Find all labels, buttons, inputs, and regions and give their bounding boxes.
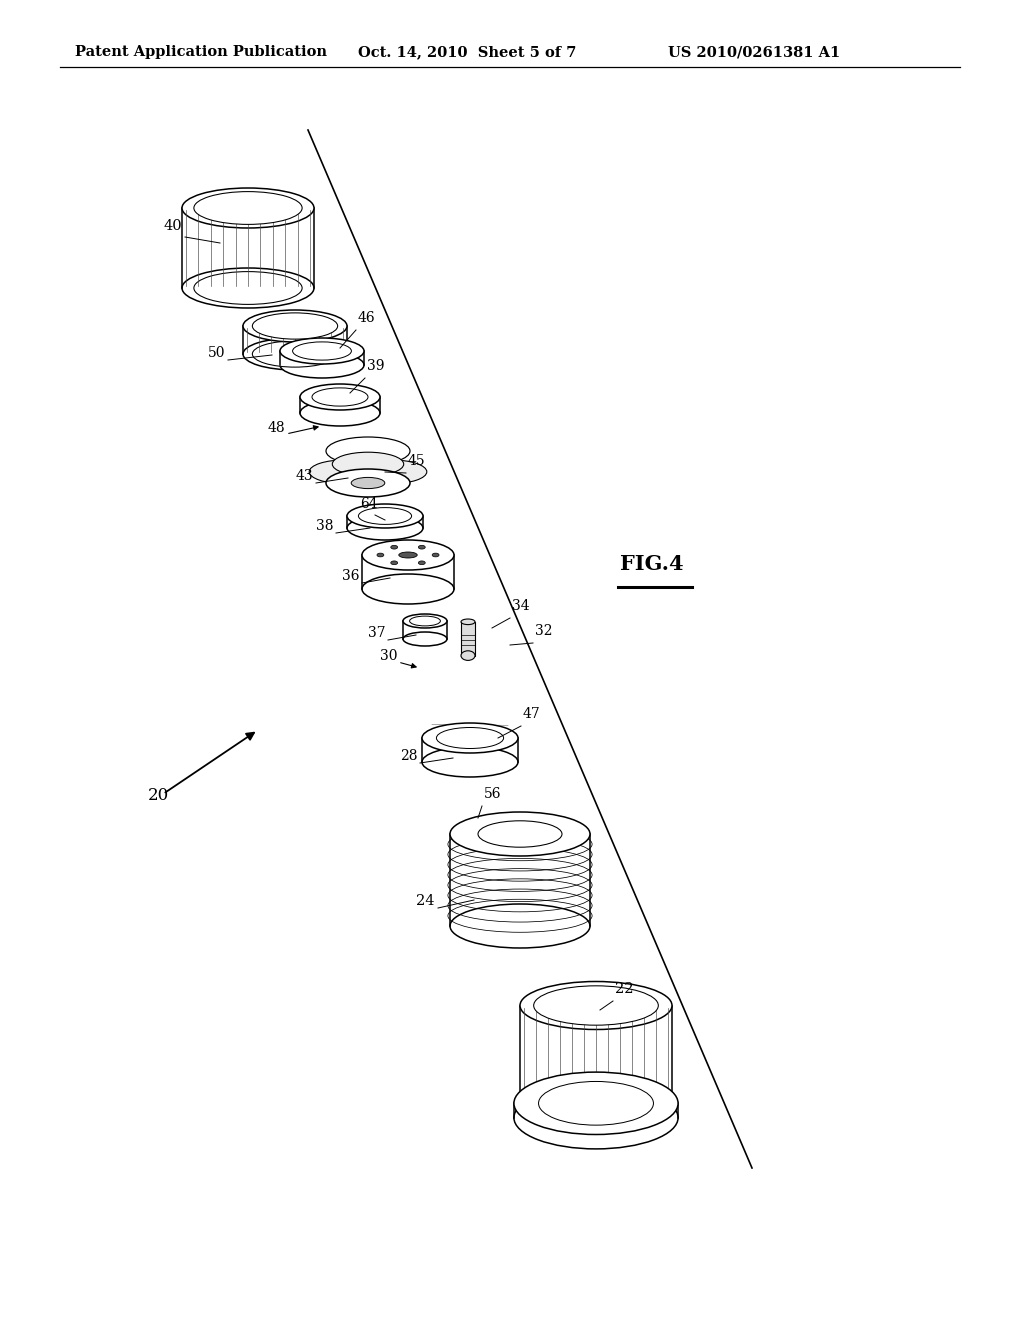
Ellipse shape	[450, 904, 590, 948]
Text: 37: 37	[368, 626, 386, 640]
Ellipse shape	[403, 632, 447, 645]
Text: 47: 47	[523, 708, 541, 721]
Polygon shape	[243, 326, 347, 354]
Text: 32: 32	[535, 624, 553, 638]
Ellipse shape	[514, 1072, 678, 1134]
Text: 36: 36	[342, 569, 359, 583]
Ellipse shape	[312, 388, 368, 407]
Ellipse shape	[358, 508, 412, 524]
Ellipse shape	[450, 812, 590, 855]
Text: 20: 20	[148, 787, 169, 804]
Ellipse shape	[293, 342, 351, 360]
Polygon shape	[280, 351, 364, 366]
Polygon shape	[300, 397, 380, 413]
Ellipse shape	[398, 552, 417, 558]
Text: 45: 45	[408, 454, 426, 469]
Text: 46: 46	[358, 312, 376, 325]
Ellipse shape	[514, 1086, 678, 1148]
Ellipse shape	[436, 727, 504, 748]
Ellipse shape	[419, 561, 425, 565]
Polygon shape	[422, 738, 518, 762]
Ellipse shape	[182, 187, 314, 228]
Ellipse shape	[539, 1081, 653, 1125]
Ellipse shape	[280, 338, 364, 364]
Polygon shape	[450, 834, 590, 927]
Ellipse shape	[478, 821, 562, 847]
Polygon shape	[182, 209, 314, 288]
Ellipse shape	[252, 313, 338, 339]
Ellipse shape	[410, 616, 440, 626]
Polygon shape	[403, 620, 447, 639]
Ellipse shape	[391, 561, 397, 565]
Text: 26: 26	[548, 1117, 565, 1131]
Polygon shape	[461, 622, 475, 656]
Polygon shape	[520, 1006, 672, 1110]
Ellipse shape	[182, 268, 314, 308]
Ellipse shape	[534, 986, 658, 1026]
Ellipse shape	[391, 545, 397, 549]
Text: 39: 39	[367, 359, 384, 374]
Text: Oct. 14, 2010  Sheet 5 of 7: Oct. 14, 2010 Sheet 5 of 7	[358, 45, 577, 59]
Ellipse shape	[243, 338, 347, 370]
Ellipse shape	[461, 651, 475, 660]
Polygon shape	[362, 554, 454, 589]
Ellipse shape	[351, 478, 385, 488]
Text: 50: 50	[208, 346, 225, 360]
Ellipse shape	[252, 341, 338, 367]
Text: 38: 38	[316, 519, 334, 533]
Text: US 2010/0261381 A1: US 2010/0261381 A1	[668, 45, 841, 59]
Text: 24: 24	[416, 894, 434, 908]
Ellipse shape	[520, 1086, 672, 1134]
Ellipse shape	[419, 545, 425, 549]
Ellipse shape	[432, 553, 439, 557]
Text: Patent Application Publication: Patent Application Publication	[75, 45, 327, 59]
Text: 30: 30	[380, 649, 397, 663]
Polygon shape	[514, 1104, 678, 1118]
Ellipse shape	[280, 352, 364, 378]
Text: 40: 40	[163, 219, 181, 234]
Text: 43: 43	[296, 469, 313, 483]
Text: 22: 22	[615, 982, 634, 997]
Polygon shape	[347, 516, 423, 528]
Ellipse shape	[300, 384, 380, 411]
Ellipse shape	[377, 553, 384, 557]
Ellipse shape	[333, 467, 403, 491]
Ellipse shape	[347, 504, 423, 528]
Ellipse shape	[534, 1090, 658, 1130]
Ellipse shape	[309, 459, 381, 483]
Ellipse shape	[300, 400, 380, 426]
Text: 48: 48	[268, 421, 286, 436]
Ellipse shape	[422, 747, 518, 777]
Ellipse shape	[347, 516, 423, 540]
Ellipse shape	[520, 982, 672, 1030]
Ellipse shape	[326, 437, 410, 465]
Ellipse shape	[362, 540, 454, 570]
Ellipse shape	[194, 191, 302, 224]
Text: 64: 64	[360, 498, 378, 511]
Ellipse shape	[362, 574, 454, 605]
Ellipse shape	[243, 310, 347, 342]
Ellipse shape	[403, 614, 447, 628]
Ellipse shape	[355, 459, 427, 483]
Text: 56: 56	[484, 787, 502, 801]
Ellipse shape	[194, 272, 302, 305]
Text: FIG.4: FIG.4	[620, 554, 684, 574]
Ellipse shape	[422, 723, 518, 752]
Ellipse shape	[461, 619, 475, 624]
Text: 34: 34	[512, 599, 529, 612]
Ellipse shape	[333, 453, 403, 477]
Text: 28: 28	[400, 748, 418, 763]
Ellipse shape	[326, 469, 410, 498]
